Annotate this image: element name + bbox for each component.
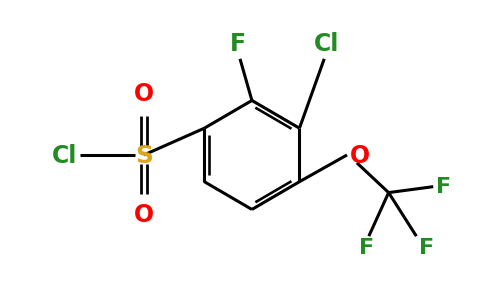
Text: F: F — [436, 177, 451, 197]
Text: F: F — [419, 238, 435, 258]
Text: Cl: Cl — [52, 144, 77, 168]
Text: Cl: Cl — [314, 32, 339, 56]
Text: O: O — [350, 144, 370, 168]
Text: O: O — [134, 82, 154, 106]
Text: F: F — [230, 32, 246, 56]
Text: O: O — [134, 203, 154, 227]
Text: S: S — [135, 144, 153, 168]
Text: F: F — [359, 238, 375, 258]
